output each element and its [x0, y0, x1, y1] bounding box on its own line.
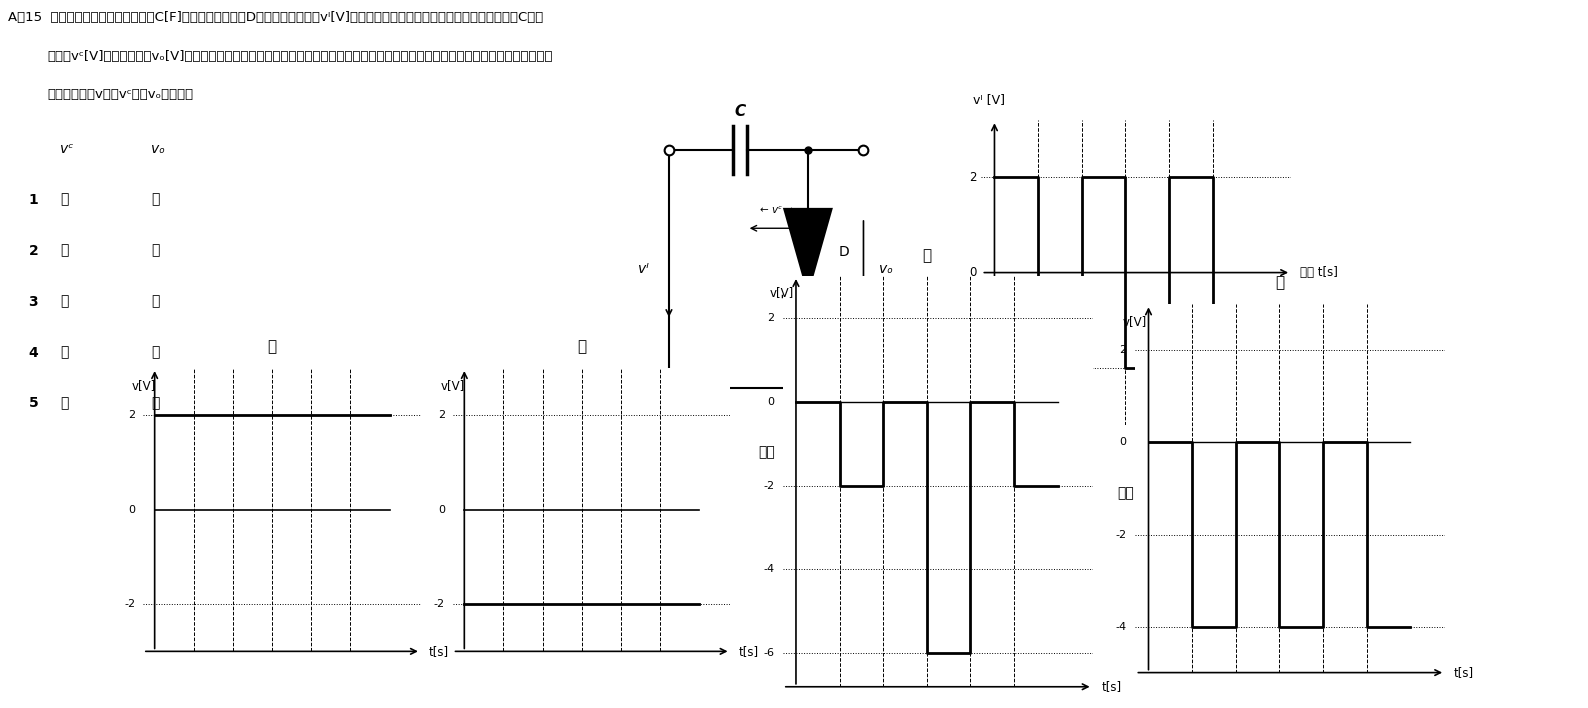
Text: v[V]: v[V] [770, 286, 794, 299]
Text: vᴵ [V]: vᴵ [V] [973, 93, 1005, 106]
Text: -4: -4 [764, 564, 775, 574]
Text: vᴵ: vᴵ [638, 262, 649, 276]
Text: vₒ: vₒ [878, 262, 892, 276]
Text: イ: イ [60, 396, 68, 411]
Text: 図１: 図１ [757, 445, 775, 459]
Text: C: C [734, 104, 745, 119]
Text: エ: エ [151, 346, 159, 360]
Text: 0: 0 [438, 505, 445, 515]
Text: また、図３のvは、vᶜ又はvₒを表す。: また、図３のvは、vᶜ又はvₒを表す。 [48, 88, 194, 101]
Text: 2: 2 [29, 244, 38, 258]
Text: -2: -2 [966, 361, 977, 375]
Text: ウ: ウ [151, 396, 159, 411]
Text: t[s]: t[s] [1453, 666, 1474, 679]
Text: 2: 2 [970, 171, 977, 184]
Text: v[V]: v[V] [132, 379, 156, 392]
Text: イ: イ [60, 244, 68, 258]
Text: -2: -2 [124, 599, 135, 609]
Text: 2: 2 [438, 411, 445, 421]
Text: -4: -4 [1116, 622, 1127, 632]
Text: 2: 2 [767, 313, 775, 323]
Text: 0: 0 [970, 266, 977, 279]
Text: イ: イ [576, 339, 586, 354]
Text: ア: ア [60, 346, 68, 360]
Text: t[s]: t[s] [738, 645, 759, 658]
Text: ア: ア [60, 295, 68, 309]
Text: D: D [838, 245, 850, 259]
Text: 2: 2 [129, 411, 135, 421]
Text: ウ: ウ [923, 249, 932, 263]
Text: 端電圧vᶜ[V]及び出力電圧vₒ[V]の波形の組合せとして、正しいものを下の番号から選べ。ただし、回路は定常状態にあるものとする。: 端電圧vᶜ[V]及び出力電圧vₒ[V]の波形の組合せとして、正しいものを下の番号… [48, 50, 553, 62]
Text: 0: 0 [767, 396, 775, 407]
Text: t[s]: t[s] [429, 645, 449, 658]
Text: vᶜ: vᶜ [60, 142, 73, 156]
Text: 時間 t[s]: 時間 t[s] [1299, 266, 1337, 279]
Text: 0: 0 [1120, 438, 1127, 447]
Text: 5: 5 [29, 396, 38, 411]
Text: ア: ア [267, 339, 276, 354]
Text: -2: -2 [764, 481, 775, 491]
Text: ア: ア [60, 193, 68, 207]
Text: ← vᶜ →: ← vᶜ → [761, 205, 794, 215]
Text: 図２: 図２ [1116, 486, 1134, 501]
Text: -2: -2 [434, 599, 445, 609]
Text: 4: 4 [29, 346, 38, 360]
Text: 2: 2 [1120, 346, 1127, 355]
Text: ア: ア [151, 244, 159, 258]
Text: 1: 1 [29, 193, 38, 207]
Text: v[V]: v[V] [1123, 316, 1147, 329]
Polygon shape [783, 208, 834, 296]
Text: 0: 0 [129, 505, 135, 515]
Text: t[s]: t[s] [1100, 680, 1121, 693]
Text: v[V]: v[V] [441, 379, 465, 392]
Text: 3: 3 [29, 295, 38, 309]
Text: イ: イ [151, 193, 159, 207]
Text: A－15  図１に示すような、静電容量C[F]と理想ダイオードDの回路の入力電圧vᴵ[V]として、図２に示す電圧を加えた。このとき、Cの両: A－15 図１に示すような、静電容量C[F]と理想ダイオードDの回路の入力電圧v… [8, 11, 543, 23]
Text: -2: -2 [1116, 530, 1127, 539]
Text: ウ: ウ [151, 295, 159, 309]
Text: vₒ: vₒ [151, 142, 165, 156]
Text: エ: エ [1275, 275, 1285, 290]
Text: -6: -6 [764, 649, 775, 658]
